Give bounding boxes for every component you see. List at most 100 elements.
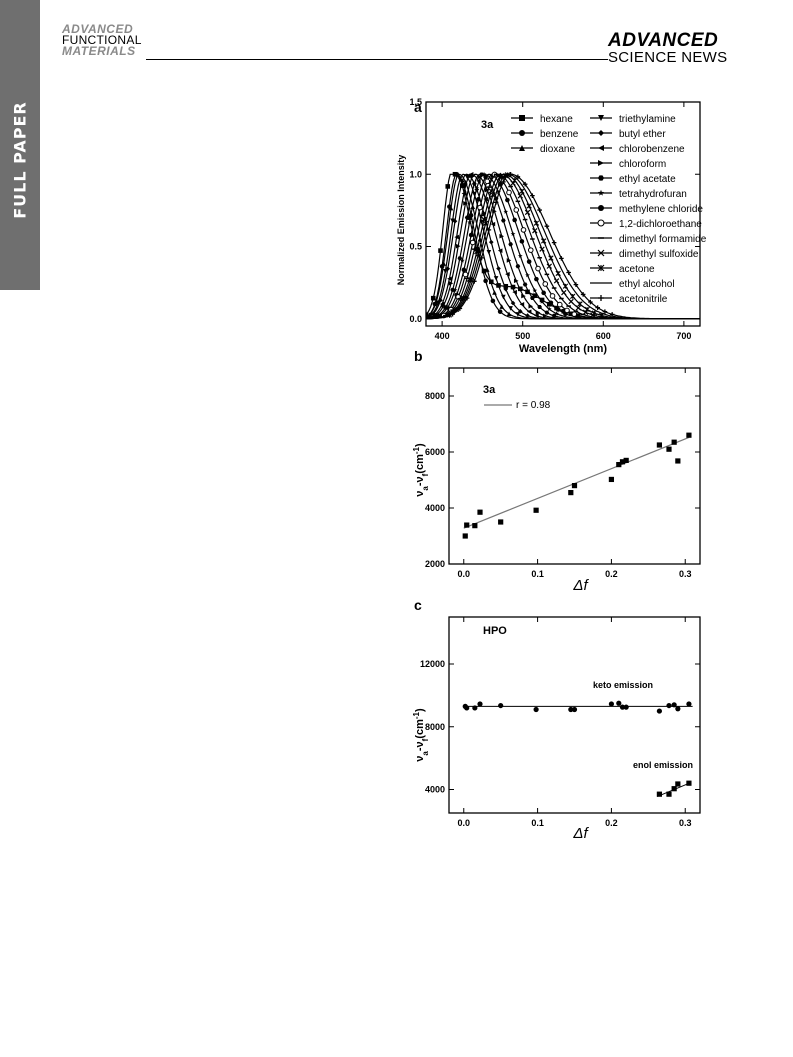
panel-b-inner-label: 3a [483,384,496,396]
series-marker [569,293,576,300]
series-marker [450,287,455,292]
series-marker [459,258,465,263]
series-marker [508,171,513,177]
series-marker [501,294,506,300]
enol-emission-annotation: enol emission [633,760,693,770]
series-marker [443,269,448,274]
data-point [608,701,615,707]
series-marker [445,184,451,189]
series-marker [506,258,512,263]
data-point [472,523,478,529]
legend-label: benzene [540,129,579,140]
series-marker [430,295,436,301]
series-marker [521,293,526,299]
series-marker [520,227,527,233]
series-marker [447,276,452,282]
series-marker [496,266,501,271]
series-marker [452,287,458,293]
panel-c-ylabel-part: f [421,738,430,741]
series-marker [548,255,554,261]
series-marker [479,255,484,261]
panel-c-inner-label: HPO [483,625,507,637]
panel-b-ytick-label: 6000 [425,447,445,457]
legend-marker [598,295,604,301]
fit-line [463,436,690,529]
legend-marker [597,189,605,196]
legend-label: chloroform [619,159,666,170]
series-marker [463,201,468,206]
series-marker [464,295,470,301]
journal-logo-line-2: FUNCTIONAL [62,33,142,47]
series-marker [486,227,492,233]
series-marker [457,177,463,182]
legend-label: acetonitrile [619,294,668,305]
panel-a-plot-frame [425,101,701,327]
panel-c-xlabel: Δf [572,825,589,842]
series-marker [490,192,496,198]
data-point [671,439,677,445]
series-marker [457,256,463,261]
series-marker [555,307,561,312]
series-marker [513,278,519,284]
legend-label: r = 0.98 [516,400,551,411]
panel-c-ytick-label: 8000 [425,722,445,732]
panel-c-xtick-label: 0.0 [458,818,471,828]
series-marker [519,188,525,194]
data-point [656,442,662,448]
series-marker [503,283,509,289]
series-marker [525,289,530,295]
series-marker [584,306,590,313]
legend-label: triethylamine [619,114,676,125]
series-marker [484,178,491,185]
series-marker [435,300,441,306]
data-point [477,701,483,707]
panel-c-ylabel-part: (cm [414,719,426,739]
series-marker [461,191,467,196]
series-marker [441,303,447,308]
series-marker [544,310,550,315]
data-point [623,704,629,710]
panel-b-ylabel: νa-νf(cm-1) [412,443,430,497]
data-point [675,458,681,464]
data-point [568,490,574,496]
series-marker [503,286,509,292]
series-marker [549,293,556,299]
series-marker [535,310,541,315]
panel-c-ylabel: νa-νf(cm-1) [412,708,430,762]
legend-marker [598,130,604,136]
series-marker [526,203,532,209]
series-marker [508,242,513,247]
data-point [568,706,574,713]
panel-c-ylabel-part: -1 [412,711,421,719]
series-marker [481,268,487,274]
series-marker [499,233,505,239]
series-marker [438,248,443,253]
panel-c-ytick-label: 12000 [420,659,445,669]
series-marker [462,271,469,278]
data-point [608,476,615,483]
series-marker [492,290,497,295]
data-point [671,786,677,792]
legend-marker [519,145,525,151]
legend-marker [597,249,605,257]
series-marker [448,280,454,286]
data-point [571,483,578,489]
series-marker [577,301,583,307]
legend-label: dimethyl formamide [619,234,707,245]
series-marker [490,221,496,227]
chart-panel-c: 0.0 0.1 0.2 0.3 4000 8000 12000 HPO keto emissio… [412,616,701,842]
data-point [619,459,626,465]
series-marker [527,247,534,253]
panel-b-xtick-label: 0.1 [531,569,544,579]
series-marker [493,200,499,205]
series-marker [488,176,494,182]
series-marker [481,171,487,177]
panel-b-ylabel-part: (cm [414,454,426,474]
series-marker [512,289,517,295]
data-point [472,705,478,711]
panel-b-xlabel: Δf [572,577,589,594]
data-point [671,702,677,708]
series-marker [537,305,542,310]
series-marker [541,290,546,296]
